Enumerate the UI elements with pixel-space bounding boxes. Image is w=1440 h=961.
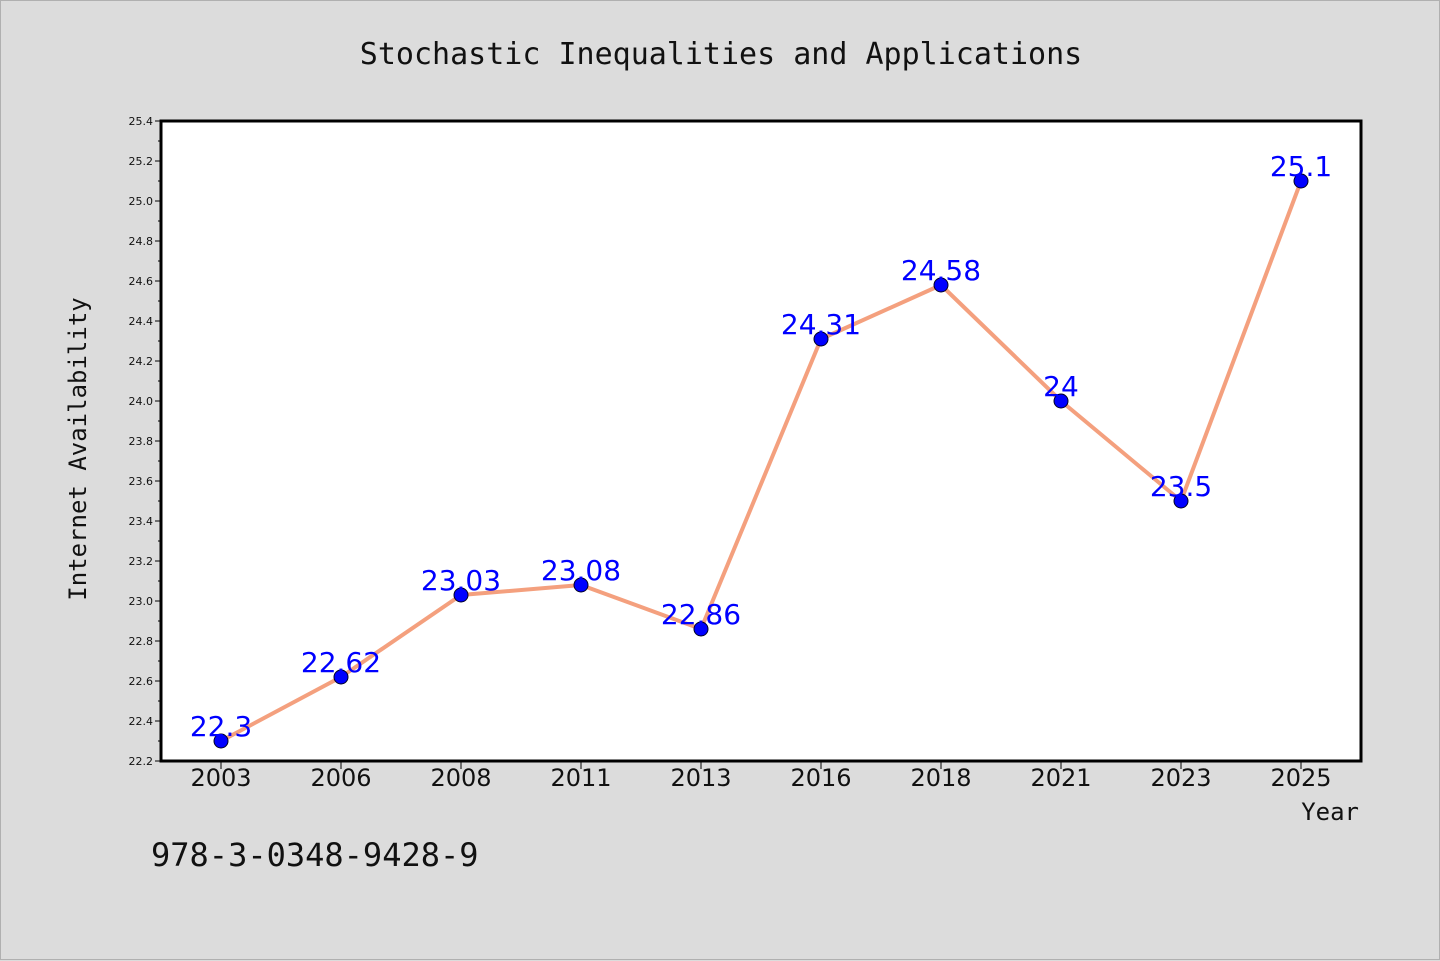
data-label: 23.03 <box>421 564 501 597</box>
y-tick-label: 22.6 <box>129 675 154 688</box>
y-tick-label: 23.6 <box>129 475 154 488</box>
x-tick-label: 2013 <box>670 764 731 792</box>
y-axis-title: Internet Availability <box>64 297 92 600</box>
y-tick-label: 24.0 <box>129 395 154 408</box>
y-tick-label: 23.0 <box>129 595 154 608</box>
y-tick-label: 22.2 <box>129 755 154 768</box>
data-label: 22.62 <box>301 646 381 679</box>
data-label: 25.1 <box>1270 150 1332 183</box>
data-label: 23.5 <box>1150 470 1212 503</box>
data-label: 22.86 <box>661 598 741 631</box>
data-point <box>813 331 829 347</box>
y-tick-label: 25.2 <box>129 155 154 168</box>
data-point <box>573 577 589 593</box>
data-series <box>213 173 1309 749</box>
x-tick-label: 2003 <box>190 764 251 792</box>
y-tick-label: 24.4 <box>129 315 154 328</box>
x-tick-label: 2006 <box>310 764 371 792</box>
data-label: 23.08 <box>541 554 621 587</box>
chart-title: Stochastic Inequalities and Applications <box>360 37 1082 72</box>
x-tick-label: 2023 <box>1150 764 1211 792</box>
y-tick-label: 25.0 <box>129 195 154 208</box>
series-line <box>219 179 1303 743</box>
isbn-annotation: 978-3-0348-9428-9 <box>151 836 479 874</box>
data-point <box>1173 493 1189 509</box>
x-axis-ticks: 2003 2006 2008 2011 2013 2016 2018 2021 2023 2025 <box>190 761 1332 792</box>
x-tick-label: 2025 <box>1270 764 1331 792</box>
y-tick-label: 22.4 <box>129 715 154 728</box>
data-point <box>1293 173 1309 189</box>
y-tick-label: 24.6 <box>129 275 154 288</box>
x-tick-label: 2018 <box>910 764 971 792</box>
data-point <box>453 587 469 603</box>
data-labels: 22.3 22.62 23.03 23.08 22.86 24.31 24.58 24 23.5… <box>190 150 1332 743</box>
data-label: 24 <box>1043 370 1079 403</box>
data-point <box>213 733 229 749</box>
y-tick-label: 23.2 <box>129 555 154 568</box>
data-label: 24.58 <box>901 254 981 287</box>
data-point <box>933 277 949 293</box>
y-axis-ticks: 22.2 22.4 22.6 22.8 23.0 23.2 23.4 23.6 23.8 24.0… <box>129 115 161 768</box>
y-tick-label: 24.8 <box>129 235 154 248</box>
y-tick-label: 25.4 <box>129 115 154 128</box>
x-tick-label: 2011 <box>550 764 611 792</box>
x-tick-label: 2016 <box>790 764 851 792</box>
x-axis-title: Year <box>1301 798 1359 826</box>
y-tick-label: 23.8 <box>129 435 154 448</box>
y-tick-label: 22.8 <box>129 635 154 648</box>
y-tick-label: 23.4 <box>129 515 154 528</box>
y-tick-label: 24.2 <box>129 355 154 368</box>
data-label: 22.3 <box>190 710 252 743</box>
data-point <box>693 621 709 637</box>
data-point <box>333 669 349 685</box>
plot-area <box>159 119 1363 763</box>
data-point <box>1053 393 1069 409</box>
x-tick-label: 2008 <box>430 764 491 792</box>
x-tick-label: 2021 <box>1030 764 1091 792</box>
data-label: 24.31 <box>781 308 861 341</box>
